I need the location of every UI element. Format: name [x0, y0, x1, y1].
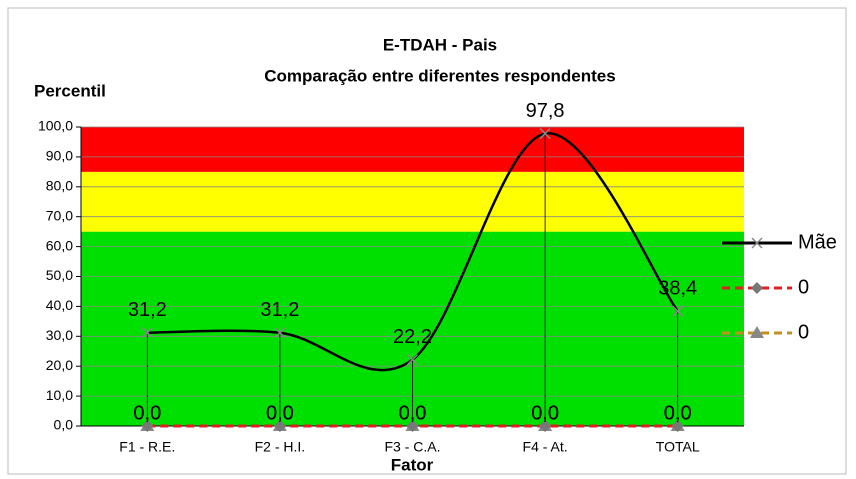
y-axis-label: Percentil — [34, 81, 106, 100]
point — [274, 327, 286, 339]
y-tick-label: 60,0 — [46, 237, 73, 253]
data-label: 22,2 — [393, 326, 432, 348]
data-label: 0,0 — [664, 402, 692, 424]
data-label: 0,0 — [266, 402, 294, 424]
point — [672, 305, 684, 317]
x-tick-label: F3 - C.A. — [384, 439, 440, 455]
legend-label: Mãe — [798, 231, 837, 253]
point — [141, 327, 153, 339]
point — [751, 237, 763, 249]
point — [750, 326, 764, 338]
x-tick-label: F4 - At. — [523, 439, 568, 455]
data-label: 0,0 — [664, 402, 692, 424]
y-tick-label: 100,0 — [38, 118, 73, 134]
point — [141, 420, 154, 432]
y-tick-label: 20,0 — [46, 357, 73, 373]
data-label: 0,0 — [531, 402, 559, 424]
point — [671, 420, 684, 432]
point — [273, 420, 286, 432]
data-label: 31,2 — [260, 299, 299, 321]
y-tick-label: 30,0 — [46, 327, 73, 343]
point — [539, 128, 551, 140]
chart-title: E-TDAH - Pais — [383, 35, 497, 54]
data-label: 0,0 — [133, 402, 161, 424]
y-tick-label: 90,0 — [46, 148, 73, 164]
data-label: 38,4 — [658, 277, 697, 299]
y-tick-label: 10,0 — [46, 387, 73, 403]
data-label: 31,2 — [128, 299, 167, 321]
data-label: 0,0 — [266, 402, 294, 424]
y-tick-label: 40,0 — [46, 297, 73, 313]
data-label: 0,0 — [531, 402, 559, 424]
chart-subtitle: Comparação entre diferentes respondentes — [264, 66, 615, 85]
band — [81, 127, 744, 172]
series-line — [147, 132, 679, 372]
legend-label: 0 — [798, 276, 809, 298]
x-axis-label: Fator — [391, 455, 434, 474]
x-tick-label: TOTAL — [656, 439, 700, 455]
y-tick-label: 80,0 — [46, 178, 73, 194]
point — [406, 420, 419, 432]
data-label: 0,0 — [399, 402, 427, 424]
data-label: 0,0 — [133, 402, 161, 424]
x-tick-label: F2 - H.I. — [255, 439, 306, 455]
y-tick-label: 70,0 — [46, 207, 73, 223]
legend-label: 0 — [798, 321, 809, 343]
y-tick-label: 50,0 — [46, 267, 73, 283]
y-tick-label: 0,0 — [54, 417, 74, 433]
point — [751, 282, 763, 294]
x-tick-label: F1 - R.E. — [119, 439, 175, 455]
band — [81, 171, 744, 232]
data-label: 0,0 — [399, 402, 427, 424]
point — [539, 420, 552, 432]
data-label: 97,8 — [526, 100, 565, 122]
point — [406, 354, 419, 366]
